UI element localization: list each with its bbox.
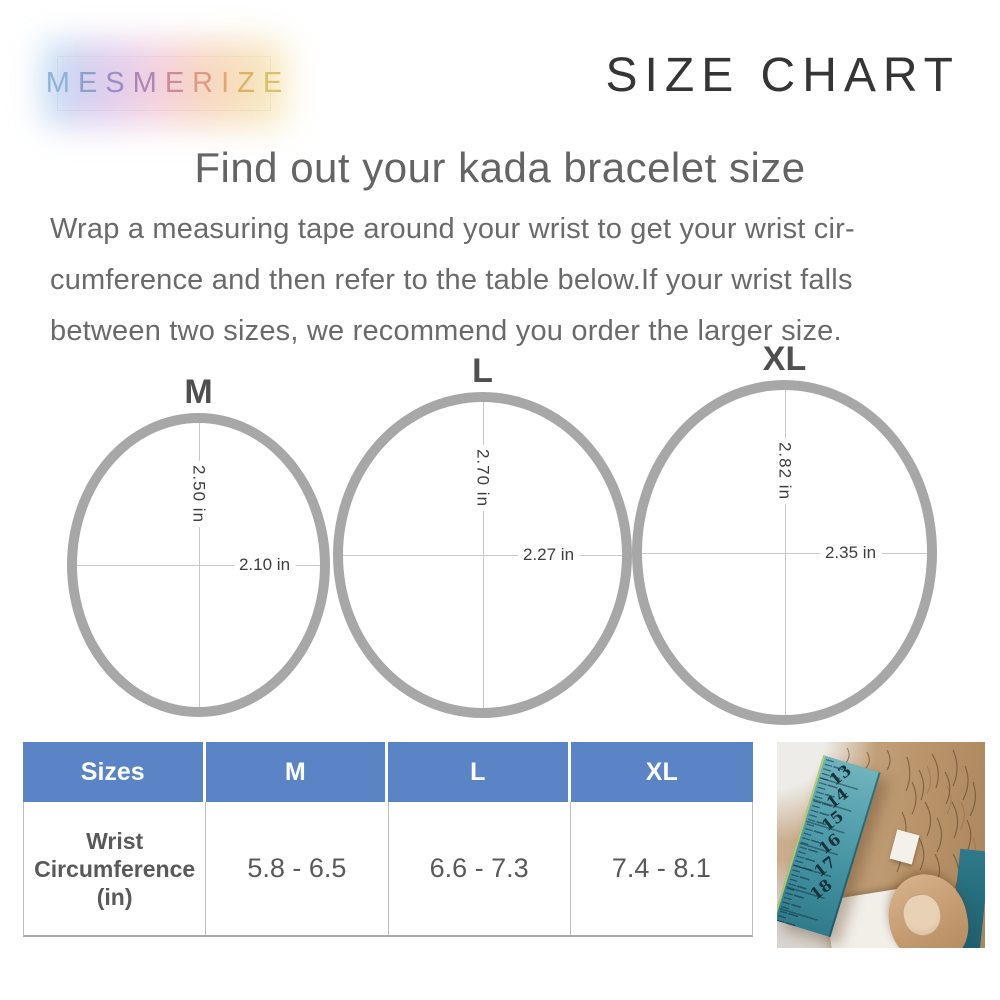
brand-letter: E <box>164 67 185 99</box>
brand-letter: E <box>262 67 283 99</box>
horizontal-measurement: 2.35 in <box>819 542 882 563</box>
brand-letter: M <box>45 67 70 99</box>
vertical-measurement: 2.82 in <box>774 438 795 505</box>
value-cell-xl: 7.4 - 8.1 <box>570 802 752 935</box>
header-cell-l: L <box>388 742 571 802</box>
value-cell-m: 5.8 - 6.5 <box>206 802 388 935</box>
page-title: SIZE CHART <box>605 49 960 102</box>
size-circle-l-label: L <box>472 352 493 390</box>
intro-line: cumference and then refer to the table b… <box>50 264 853 296</box>
brand-letter: M <box>132 67 157 99</box>
header-cell-m: M <box>205 742 388 802</box>
value-cell-l: 6.6 - 7.3 <box>388 802 570 935</box>
vertical-measurement: 2.70 in <box>472 445 493 512</box>
intro-heading: Find out your kada bracelet size <box>194 144 806 191</box>
wrist-measuring-photo: 13 14 15 16 17 18 <box>777 742 985 948</box>
bracelet-ring <box>67 413 330 717</box>
vertical-measurement: 2.50 in <box>188 460 209 527</box>
brand-letter: S <box>105 67 125 99</box>
bracelet-ring <box>632 380 937 725</box>
horizontal-measurement: 2.10 in <box>233 555 296 575</box>
header-cell-xl: XL <box>570 742 753 802</box>
brand-letter: R <box>192 67 214 99</box>
size-circle-m-label: M <box>184 373 213 411</box>
size-circle-m: M 2.50 in 2.10 in <box>67 373 330 717</box>
bracelet-ring <box>333 392 632 718</box>
intro-line: between two sizes, we recommend you orde… <box>50 315 842 347</box>
size-circle-xl: XL 2.82 in 2.35 in <box>632 340 937 725</box>
intro-line: Wrap a measuring tape around your wrist … <box>50 213 855 245</box>
brand-letter: Z <box>237 67 255 99</box>
size-table-body-row: Wrist Circumference (in) 5.8 - 6.5 6.6 -… <box>23 802 753 937</box>
size-circle-xl-label: XL <box>762 340 807 378</box>
horizontal-measurement: 2.27 in <box>517 545 580 565</box>
size-circle-l: L 2.70 in 2.27 in <box>333 352 632 718</box>
brand-letter: I <box>221 67 230 99</box>
brand-logo: M E S M E R I Z E <box>46 56 282 111</box>
size-table: Sizes M L XL Wrist Circumference (in) 5.… <box>23 742 753 937</box>
size-table-header-row: Sizes M L XL <box>23 742 753 802</box>
intro-text: Wrap a measuring tape around your wrist … <box>50 204 960 357</box>
header-cell-sizes: Sizes <box>23 742 206 802</box>
row-label-wrist-circumference: Wrist Circumference (in) <box>24 802 206 935</box>
brand-letter: E <box>77 67 98 99</box>
